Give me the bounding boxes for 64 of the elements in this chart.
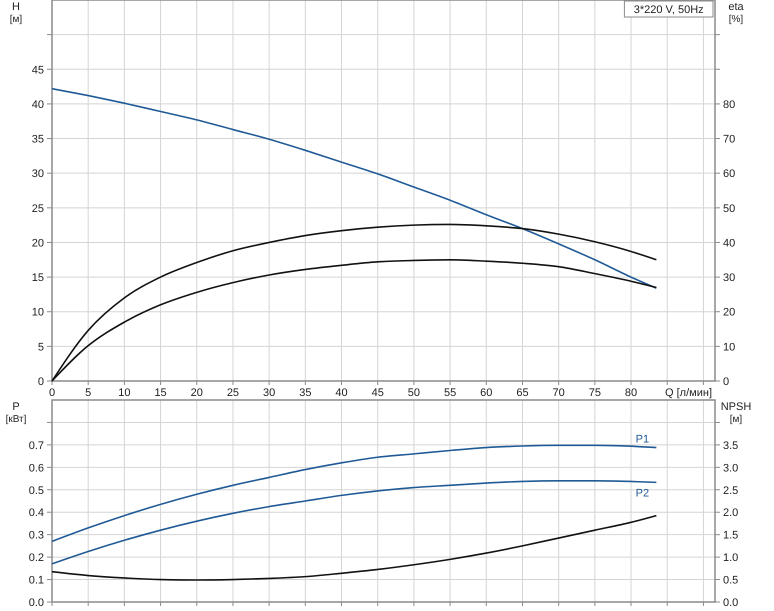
y2-axis-title: eta [%] — [728, 1, 745, 25]
line-series — [51, 444, 658, 542]
y-tick-label: 0.3 — [28, 530, 44, 542]
x-tick-label: 20 — [190, 387, 203, 399]
y2-tick-label: 3.0 — [723, 462, 738, 474]
y-tick-label: 0 — [38, 376, 44, 388]
x-tick-label: 30 — [263, 387, 276, 399]
x-tick-label: 60 — [480, 387, 492, 399]
x-tick-label: 40 — [335, 387, 348, 399]
y-tick-label: 25 — [32, 202, 44, 215]
x-tick-label: 35 — [299, 387, 312, 399]
y2-tick-label: 20 — [723, 306, 736, 319]
x-tick-label: 55 — [444, 387, 456, 399]
y2-tick-label: 3.5 — [723, 440, 738, 452]
x-tick-label: 65 — [516, 387, 529, 399]
y-tick-label: 40 — [32, 98, 44, 111]
y-tick-label: 45 — [32, 64, 44, 76]
y-tick-label: 0.2 — [28, 552, 44, 564]
y2-tick-label: 0 — [723, 376, 730, 388]
chart-title: 3*220 V, 50Hz — [634, 4, 704, 16]
x-tick-label: 75 — [588, 387, 601, 399]
x-tick-label: 5 — [85, 387, 92, 399]
series-label: P1 — [636, 434, 650, 446]
y-tick-label: 20 — [32, 237, 44, 250]
y-tick-label: 35 — [32, 134, 44, 146]
y2-tick-label: 50 — [723, 202, 736, 215]
y-tick-label: 30 — [32, 168, 44, 180]
y2-tick-label: 1.5 — [723, 530, 738, 542]
x-tick-label: 50 — [408, 387, 420, 399]
x-tick-label: 25 — [226, 387, 240, 399]
x-tick-label: 15 — [154, 387, 167, 399]
y-tick-label: 10 — [32, 306, 44, 319]
y-tick-label: 15 — [32, 272, 44, 284]
y-tick-label: 0.5 — [28, 484, 44, 497]
y2-tick-label: 70 — [723, 134, 736, 146]
y-tick-label: 5 — [38, 341, 44, 354]
line-series — [51, 514, 658, 581]
y-tick-label: 0.7 — [28, 440, 44, 452]
y2-tick-label: 10 — [723, 341, 736, 354]
line-series — [51, 480, 658, 565]
series-label: P2 — [636, 487, 650, 500]
x-axis-title: Q [л/мин] — [665, 387, 712, 399]
x-tick-label: 10 — [118, 387, 131, 399]
line-series — [51, 88, 658, 289]
y2-tick-label: 2.5 — [723, 484, 738, 497]
y2-tick-label: 2.0 — [723, 507, 738, 520]
y-axis-title: P [кВт] — [6, 401, 27, 425]
y2-tick-label: 1.0 — [723, 552, 738, 564]
y2-tick-label: 80 — [723, 98, 736, 111]
y-tick-label: 0.1 — [28, 574, 44, 587]
y2-tick-label: 60 — [723, 168, 736, 180]
y-tick-label: 0.4 — [28, 507, 44, 520]
y-tick-label: 0.0 — [28, 597, 44, 609]
x-tick-label: 0 — [48, 387, 56, 399]
y2-axis-title: NPSH [м] — [720, 401, 752, 425]
x-tick-label: 80 — [624, 387, 638, 399]
y2-tick-label: 0.5 — [723, 574, 738, 587]
y-axis-title: H [м] — [10, 1, 22, 25]
x-tick-label: 45 — [372, 387, 384, 399]
y2-tick-label: 0.0 — [723, 597, 738, 609]
y2-tick-label: 40 — [723, 237, 736, 250]
y-tick-label: 0.6 — [28, 462, 44, 474]
y2-tick-label: 30 — [723, 272, 736, 284]
x-tick-label: 70 — [552, 387, 565, 399]
